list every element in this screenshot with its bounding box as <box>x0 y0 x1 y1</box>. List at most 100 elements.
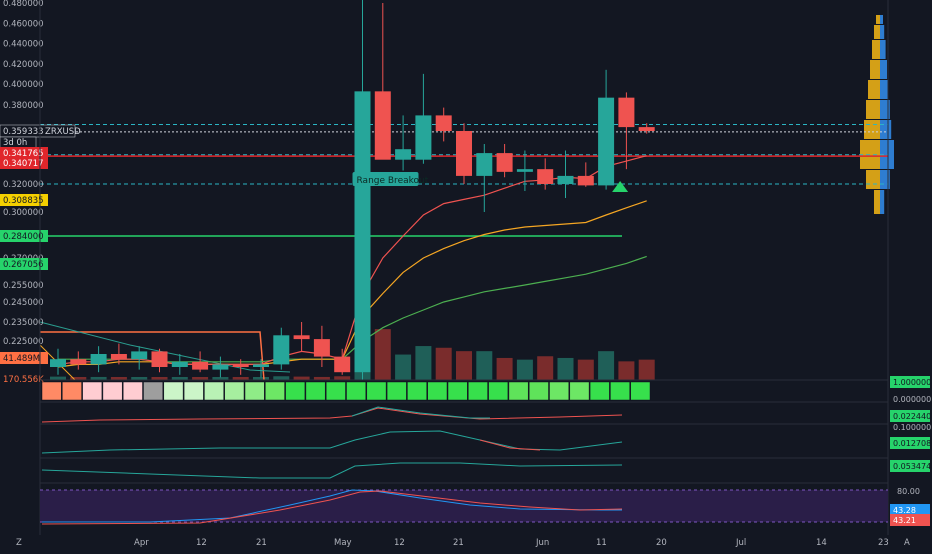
level-tag-267-bg <box>0 258 48 270</box>
volume-profile-bar <box>880 170 890 189</box>
rsi-red-line <box>41 490 623 525</box>
volume-bar <box>638 359 655 380</box>
trend-line <box>39 321 291 373</box>
candle-body <box>50 359 66 367</box>
rsi-level-label: 80.00 <box>897 487 920 496</box>
candle-body <box>171 361 188 367</box>
volume-bar <box>192 377 209 380</box>
candle-body <box>232 364 249 367</box>
candle-body <box>435 115 452 131</box>
volume-bar <box>151 377 168 380</box>
signal-strip-cell <box>447 381 468 401</box>
buy-signal-arrow <box>612 181 629 192</box>
right-tag-4: 0.100000 <box>893 423 931 432</box>
time-axis-label: 23 <box>878 538 889 548</box>
level-tag-341: 0.341765 <box>3 149 44 159</box>
volume-profile-bar <box>880 120 892 139</box>
volume-tag: 41.489M <box>3 354 40 364</box>
volume-bar <box>577 359 594 380</box>
signal-strip-cell <box>122 381 143 401</box>
volume-bar <box>273 376 290 380</box>
signal-strip-cell <box>528 381 549 401</box>
time-axis-label: 21 <box>256 538 267 548</box>
time-axis-label: Apr <box>134 538 149 548</box>
signal-strip-cell <box>569 381 590 401</box>
current-price-tag: 0.359333 <box>3 127 44 137</box>
signal-strip-cell <box>325 381 346 401</box>
candle-body <box>476 153 493 176</box>
rsi-value-red-bg <box>890 514 930 526</box>
signal-strip-cell <box>62 381 82 401</box>
signal-strip-cell <box>407 381 427 401</box>
level-tag-308: 0.308835 <box>3 196 44 206</box>
candle-body <box>192 361 209 370</box>
level-tag-340-bg <box>0 157 48 169</box>
candle-body <box>110 354 127 360</box>
price-tick-label: 0.460000 <box>3 19 44 29</box>
volume-bar <box>334 376 351 380</box>
main-pane <box>40 0 888 380</box>
volume-bar <box>496 357 513 380</box>
right-tag-5-bg <box>890 437 930 449</box>
volume-tag-bg <box>0 352 48 364</box>
time-axis-label: 12 <box>394 538 405 548</box>
signal-strip-cell <box>244 381 265 401</box>
signal-strip-cell <box>305 381 326 401</box>
price-tick-label: 0.235000 <box>3 318 44 328</box>
candle-body <box>415 115 432 160</box>
signal-strip-cell <box>102 381 123 401</box>
volume-profile-bar <box>874 190 880 214</box>
signal-strip-cell <box>468 381 488 401</box>
signal-strip-cell <box>630 381 651 401</box>
time-axis-label: A <box>904 538 910 548</box>
right-tag-6-bg <box>890 460 930 472</box>
rsi-value-blue: 43.28 <box>893 506 916 515</box>
volume-bar <box>70 377 87 380</box>
volume-bar <box>171 377 188 380</box>
level-tag-308-bg <box>0 194 48 206</box>
volume-bar <box>415 346 432 380</box>
candle-body <box>354 91 371 373</box>
volume-bar <box>253 377 269 380</box>
rsi-blue-line <box>42 489 622 523</box>
time-axis-label: Jul <box>735 538 746 548</box>
candle-body <box>516 169 533 172</box>
signal-strip-cell <box>488 381 509 401</box>
signal-strip-cell <box>224 381 245 401</box>
volume-profile-bar <box>880 40 886 59</box>
volume-bar <box>435 347 452 380</box>
candle-body <box>151 351 168 367</box>
candle-body <box>334 356 351 373</box>
price-tick-label: 0.245000 <box>3 298 44 308</box>
volume-profile-bar <box>880 190 885 214</box>
candle-body <box>496 153 513 172</box>
volume-bar <box>618 361 635 380</box>
level-tag-340: 0.340717 <box>3 159 44 169</box>
signal-strip-cell <box>204 381 224 401</box>
volume-profile-bar <box>866 100 880 119</box>
signal-strip-cell <box>386 381 407 401</box>
level-tag-284-bg <box>0 230 48 242</box>
candle-body <box>253 364 269 367</box>
price-tick-label: 0.320000 <box>3 180 44 190</box>
candle-body <box>90 354 107 365</box>
right-tag-1-bg <box>890 376 930 388</box>
symbol-tag-bg <box>0 124 76 138</box>
right-tag-6: 0.053474 <box>893 462 931 471</box>
signal-strip-cell <box>143 381 164 401</box>
price-tick-label: 0.420000 <box>3 60 44 70</box>
volume-profile-bar <box>880 80 889 99</box>
right-tag-1: 1.000000 <box>893 378 931 387</box>
candle-body <box>618 97 635 128</box>
interval-label: 3d 0h <box>3 138 27 148</box>
volume-profile-bar <box>880 15 883 24</box>
volume-bar <box>557 357 574 380</box>
volume-bar <box>110 377 127 380</box>
volume-bar <box>90 376 107 380</box>
volume-bar <box>516 359 533 380</box>
signal-strip-cell <box>508 381 529 401</box>
breakout-label-bg <box>352 172 419 186</box>
price-tick-label: 0.400000 <box>3 80 44 90</box>
